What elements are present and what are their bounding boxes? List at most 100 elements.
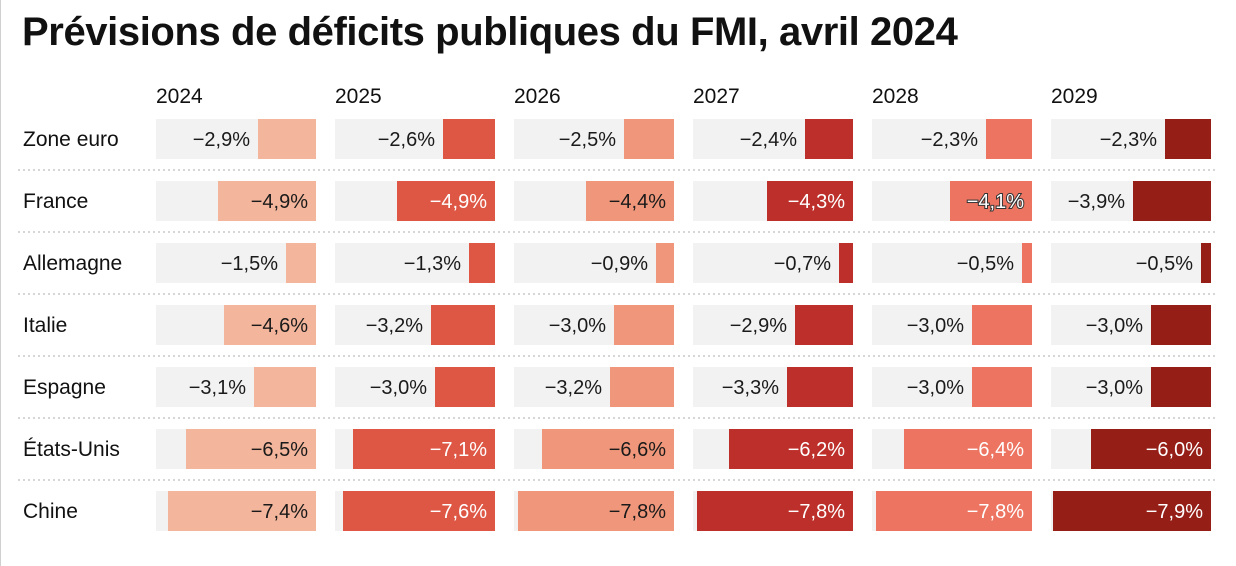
value-bar bbox=[986, 119, 1032, 159]
value-label: −0,9% bbox=[591, 253, 648, 275]
value-bar bbox=[795, 305, 853, 345]
value-bar bbox=[972, 367, 1032, 407]
chart-title: Prévisions de déficits publiques du FMI,… bbox=[22, 10, 958, 54]
value-bar bbox=[624, 119, 674, 159]
value-bar bbox=[1091, 429, 1211, 469]
value-label: −7,8% bbox=[609, 501, 666, 523]
value-bar bbox=[518, 491, 674, 531]
value-bar bbox=[805, 119, 853, 159]
left-frame-border bbox=[0, 0, 1, 566]
cell-background bbox=[335, 243, 495, 283]
value-label: −2,9% bbox=[193, 129, 250, 151]
column-header-2029: 2029 bbox=[1051, 85, 1098, 108]
value-label: −7,6% bbox=[430, 501, 487, 523]
value-bar bbox=[258, 119, 316, 159]
value-bar bbox=[1133, 181, 1211, 221]
value-bar bbox=[542, 429, 674, 469]
value-bar bbox=[767, 181, 853, 221]
value-bar bbox=[397, 181, 495, 221]
value-bar bbox=[1022, 243, 1032, 283]
column-header-2025: 2025 bbox=[335, 85, 382, 108]
value-label: −3,3% bbox=[722, 377, 779, 399]
value-bar bbox=[787, 367, 853, 407]
value-bar bbox=[614, 305, 674, 345]
cell-background bbox=[1051, 243, 1211, 283]
value-label: −4,4% bbox=[609, 191, 666, 213]
value-label: −3,0% bbox=[1086, 315, 1143, 337]
value-label: −3,0% bbox=[370, 377, 427, 399]
row-label: Chine bbox=[23, 500, 78, 523]
row-label: États-Unis bbox=[23, 438, 120, 461]
value-bar bbox=[729, 429, 853, 469]
value-label: −3,0% bbox=[907, 315, 964, 337]
value-label: −4,9% bbox=[251, 191, 308, 213]
value-bar bbox=[839, 243, 853, 283]
value-label: −3,9% bbox=[1068, 191, 1125, 213]
value-label: −0,7% bbox=[774, 253, 831, 275]
value-bar bbox=[254, 367, 316, 407]
value-bar bbox=[435, 367, 495, 407]
row-label: Espagne bbox=[23, 376, 106, 399]
column-header-2028: 2028 bbox=[872, 85, 919, 108]
value-label: −4,3% bbox=[788, 191, 845, 213]
value-label: −2,3% bbox=[921, 129, 978, 151]
value-label: −3,1% bbox=[189, 377, 246, 399]
value-bar bbox=[972, 305, 1032, 345]
value-label: −1,5% bbox=[221, 253, 278, 275]
value-bar bbox=[1151, 305, 1211, 345]
value-bar bbox=[1201, 243, 1211, 283]
value-bar bbox=[1151, 367, 1211, 407]
value-label: −1,3% bbox=[404, 253, 461, 275]
value-bar bbox=[876, 491, 1032, 531]
value-label: −6,4% bbox=[967, 439, 1024, 461]
column-header-2027: 2027 bbox=[693, 85, 740, 108]
value-label: −4,1% bbox=[967, 191, 1024, 213]
value-bar bbox=[224, 305, 316, 345]
value-bar bbox=[586, 181, 674, 221]
value-label: −6,2% bbox=[788, 439, 845, 461]
row-label: Italie bbox=[23, 314, 67, 337]
value-label: −7,8% bbox=[788, 501, 845, 523]
value-label: −6,6% bbox=[609, 439, 666, 461]
value-label: −0,5% bbox=[1136, 253, 1193, 275]
value-bar bbox=[286, 243, 316, 283]
value-label: −4,6% bbox=[251, 315, 308, 337]
value-label: −3,2% bbox=[545, 377, 602, 399]
value-bar bbox=[186, 429, 316, 469]
cell-background bbox=[514, 243, 674, 283]
row-label: France bbox=[23, 190, 88, 213]
value-label: −2,6% bbox=[378, 129, 435, 151]
value-label: −7,8% bbox=[967, 501, 1024, 523]
row-label: Zone euro bbox=[23, 128, 119, 151]
value-bar bbox=[343, 491, 495, 531]
value-bar bbox=[950, 181, 1032, 221]
value-label: −3,0% bbox=[907, 377, 964, 399]
value-bar bbox=[697, 491, 853, 531]
value-bar bbox=[168, 491, 316, 531]
value-label: −2,9% bbox=[730, 315, 787, 337]
value-label: −7,1% bbox=[430, 439, 487, 461]
column-header-2024: 2024 bbox=[156, 85, 203, 108]
value-bar bbox=[218, 181, 316, 221]
value-bar bbox=[431, 305, 495, 345]
value-bar bbox=[1165, 119, 1211, 159]
value-bar bbox=[1053, 491, 1211, 531]
value-bar bbox=[904, 429, 1032, 469]
value-label: −3,0% bbox=[549, 315, 606, 337]
value-label: −7,4% bbox=[251, 501, 308, 523]
value-bar bbox=[469, 243, 495, 283]
value-label: −0,5% bbox=[957, 253, 1014, 275]
value-bar bbox=[610, 367, 674, 407]
value-label: −2,3% bbox=[1100, 129, 1157, 151]
value-label: −2,4% bbox=[740, 129, 797, 151]
cell-background bbox=[872, 243, 1032, 283]
value-bar bbox=[353, 429, 495, 469]
value-label: −6,5% bbox=[251, 439, 308, 461]
cell-background bbox=[693, 243, 853, 283]
value-label: −2,5% bbox=[559, 129, 616, 151]
value-label: −7,9% bbox=[1146, 501, 1203, 523]
value-bar bbox=[656, 243, 674, 283]
value-label: −3,0% bbox=[1086, 377, 1143, 399]
value-bar bbox=[443, 119, 495, 159]
